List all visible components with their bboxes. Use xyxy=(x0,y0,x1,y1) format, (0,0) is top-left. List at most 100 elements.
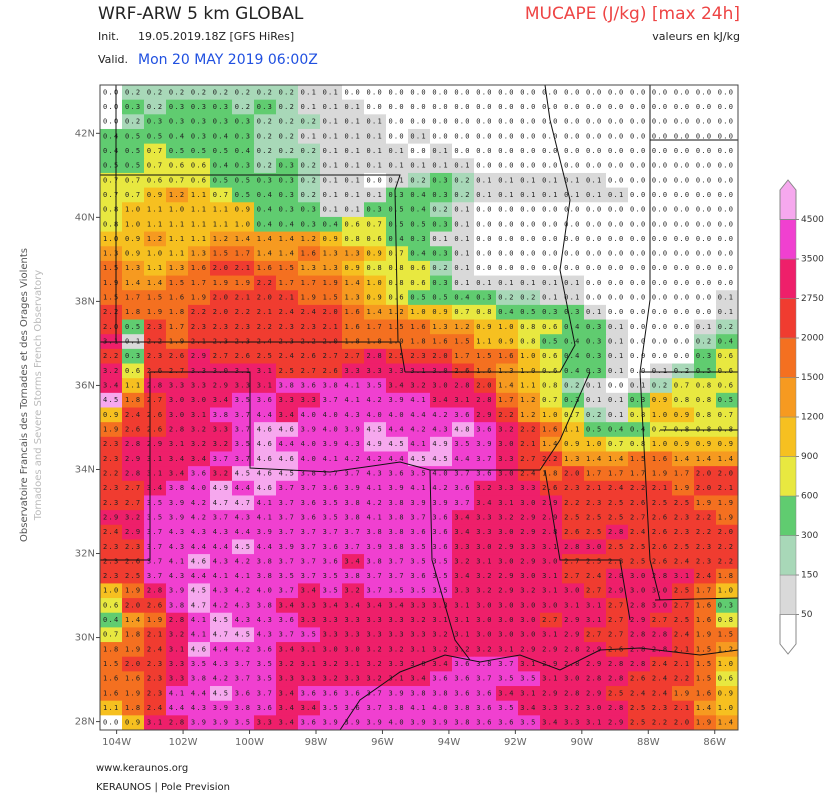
cape-cell xyxy=(694,583,717,599)
cape-cell xyxy=(606,319,629,335)
cape-cell xyxy=(628,392,651,408)
cape-cell xyxy=(166,583,189,599)
cape-cell xyxy=(408,686,431,702)
cape-cell xyxy=(276,260,299,277)
cape-cell xyxy=(210,466,233,482)
cape-cell xyxy=(562,422,585,438)
cape-cell xyxy=(540,275,563,291)
cape-cell xyxy=(188,466,211,482)
cape-cell xyxy=(210,128,233,145)
cape-cell xyxy=(232,510,255,526)
cape-cell xyxy=(628,128,651,145)
cape-cell xyxy=(364,700,387,716)
cape-cell xyxy=(452,715,475,731)
cape-cell xyxy=(232,656,255,672)
cape-cell xyxy=(166,700,189,716)
cape-cell xyxy=(540,260,563,277)
cape-cell xyxy=(386,700,409,716)
cape-cell xyxy=(408,114,431,130)
cape-cell xyxy=(452,627,475,643)
cape-cell xyxy=(320,524,343,540)
cape-cell xyxy=(342,436,365,452)
cape-cell xyxy=(584,480,607,496)
cape-cell xyxy=(408,187,431,203)
cape-cell xyxy=(672,554,695,570)
grid-row: 3.2 0.6 2.6 2.7 3.3 3.0 3.1 3.1 2.5 2.7 … xyxy=(103,367,733,375)
cape-cell xyxy=(584,275,607,291)
cape-cell xyxy=(320,495,343,511)
cape-cell xyxy=(298,348,321,365)
cape-cell xyxy=(672,700,695,716)
grid-row: 1.1 1.8 2.4 4.4 4.3 3.9 3.8 3.6 3.4 3.4 … xyxy=(103,704,733,712)
cape-cell xyxy=(188,407,211,423)
cape-cell xyxy=(606,187,629,203)
cape-cell xyxy=(562,524,585,540)
cape-cell xyxy=(474,539,497,555)
cape-cell xyxy=(254,436,277,452)
cape-cell xyxy=(386,627,409,643)
cape-cell xyxy=(628,656,651,672)
cape-cell xyxy=(430,348,453,365)
cape-cell xyxy=(672,172,695,189)
cape-cell xyxy=(122,128,145,145)
cape-cell xyxy=(518,627,541,643)
cape-cell xyxy=(364,583,387,599)
cape-cell xyxy=(408,510,431,526)
cape-cell xyxy=(166,436,189,452)
cape-cell xyxy=(584,143,607,159)
cape-cell xyxy=(518,480,541,496)
cape-cell xyxy=(540,715,563,731)
cape-cell xyxy=(430,128,453,145)
cape-cell xyxy=(452,612,475,628)
cape-cell xyxy=(210,260,233,277)
cape-cell xyxy=(298,671,321,687)
cape-cell xyxy=(430,85,453,101)
cape-cell xyxy=(694,656,717,672)
cape-cell xyxy=(650,246,673,262)
cape-cell xyxy=(694,275,717,291)
cape-cell xyxy=(496,715,519,731)
cape-cell xyxy=(650,568,673,584)
cape-cell xyxy=(408,231,431,247)
cape-cell xyxy=(166,231,189,247)
cape-cell xyxy=(188,627,211,643)
cape-cell xyxy=(628,598,651,614)
cape-cell xyxy=(232,407,255,423)
state-border xyxy=(100,341,406,373)
cape-cell xyxy=(452,128,475,145)
cape-cell xyxy=(364,466,387,482)
model-title: WRF-ARW 5 km GLOBAL xyxy=(98,4,304,24)
cape-cell xyxy=(342,612,365,628)
cape-cell xyxy=(430,539,453,555)
cape-cell xyxy=(166,554,189,570)
cape-cell xyxy=(584,671,607,687)
cape-cell xyxy=(254,715,277,731)
cape-cell xyxy=(474,158,497,174)
colorbar-band xyxy=(779,535,797,576)
cape-cell xyxy=(386,480,409,496)
cape-cell xyxy=(518,290,541,306)
cape-cell xyxy=(210,656,233,672)
cape-cell xyxy=(320,627,343,643)
colorbar-cap xyxy=(779,614,797,655)
cape-cell xyxy=(474,334,497,350)
cape-cell xyxy=(672,539,695,555)
cape-cell xyxy=(694,85,717,101)
colorbar-label: 4500 xyxy=(801,215,824,225)
cape-cell xyxy=(210,158,233,174)
cape-cell xyxy=(210,216,233,233)
cape-cell xyxy=(518,99,541,115)
cape-cell xyxy=(122,554,145,570)
grid-row: 0.6 2.0 2.6 3.8 4.7 4.2 4.3 3.8 3.4 3.3 … xyxy=(103,601,733,609)
cape-cell xyxy=(342,656,365,672)
cape-cell xyxy=(386,715,409,731)
cape-cell xyxy=(100,187,123,203)
cape-cell xyxy=(232,700,255,716)
cape-cell xyxy=(496,319,519,335)
cape-cell xyxy=(276,246,299,262)
grid-row: 0.7 0.7 0.9 1.2 1.1 0.7 0.5 0.4 0.3 0.2 … xyxy=(103,191,733,199)
cape-cell xyxy=(540,451,563,467)
cape-cell xyxy=(562,554,585,570)
grid-row: 1.9 1.4 1.4 1.5 1.7 1.9 1.9 2.2 1.7 1.7 … xyxy=(103,279,733,287)
